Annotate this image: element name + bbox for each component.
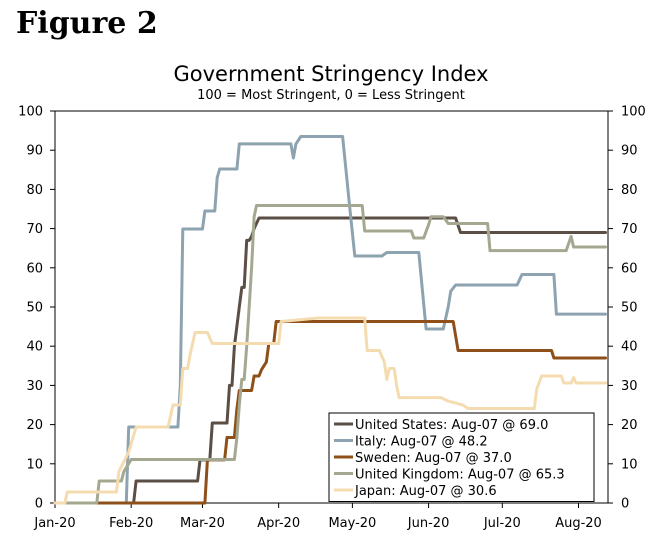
y-tick-label-left: 10 <box>26 457 43 472</box>
x-tick-label: Jun-20 <box>407 516 450 531</box>
legend-box <box>328 412 595 502</box>
y-tick-label-right: 100 <box>621 105 646 120</box>
x-tick-label: Feb-20 <box>109 516 153 531</box>
y-tick-label-right: 80 <box>621 183 638 198</box>
y-tick-label-left: 0 <box>35 497 43 512</box>
series-line-japan <box>53 316 607 505</box>
figure-label: Figure 2 <box>16 6 158 41</box>
series-line-italy <box>53 135 607 505</box>
y-tick-label-right: 20 <box>621 418 638 433</box>
chart-title: Government Stringency Index <box>174 62 489 86</box>
y-axis-left: 0 10 20 30 40 50 60 70 80 90 100 <box>18 105 55 512</box>
legend-entry-label: Italy: Aug-07 @ 48.2 <box>355 435 488 450</box>
y-tick-label-left: 60 <box>26 261 43 276</box>
y-axis-right: 0 10 20 30 40 50 60 70 80 90 100 <box>608 105 646 512</box>
y-tick-label-left: 80 <box>26 183 43 198</box>
y-tick-label-right: 40 <box>621 340 638 355</box>
y-tick-label-left: 70 <box>26 222 43 237</box>
legend-entry-label: United States: Aug-07 @ 69.0 <box>355 418 548 433</box>
legend: United States: Aug-07 @ 69.0 Italy: Aug-0… <box>328 412 595 502</box>
y-tick-label-right: 0 <box>621 497 629 512</box>
y-tick-label-left: 30 <box>26 379 43 394</box>
x-tick-label: Jul-20 <box>483 516 521 531</box>
x-tick-label: Jan-20 <box>33 516 75 531</box>
chart-subtitle: 100 = Most Stringent, 0 = Less Stringent <box>197 88 465 103</box>
legend-entry-label: United Kingdom: Aug-07 @ 65.3 <box>355 468 565 483</box>
y-tick-label-left: 90 <box>26 144 43 159</box>
y-tick-label-right: 50 <box>621 301 638 316</box>
y-tick-label-left: 100 <box>18 105 43 120</box>
legend-entry-label: Japan: Aug-07 @ 30.6 <box>354 484 497 499</box>
x-axis: Jan-20 Feb-20 Mar-20 Apr-20 May-20 Jun-20 Jul-… <box>33 503 602 531</box>
y-tick-label-right: 30 <box>621 379 638 394</box>
series-line-sweden <box>53 320 607 505</box>
x-tick-label: Apr-20 <box>257 516 300 531</box>
legend-entry-label: Sweden: Aug-07 @ 37.0 <box>355 451 512 466</box>
y-tick-label-right: 60 <box>621 261 638 276</box>
y-tick-label-left: 20 <box>26 418 43 433</box>
series-line-united-states <box>53 216 607 505</box>
y-tick-label-right: 90 <box>621 144 638 159</box>
y-tick-label-left: 50 <box>26 301 43 316</box>
series-line-united-kingdom <box>53 204 607 505</box>
x-tick-label: Aug-20 <box>555 516 602 531</box>
y-tick-label-left: 40 <box>26 340 43 355</box>
y-tick-label-right: 10 <box>621 457 638 472</box>
y-tick-label-right: 70 <box>621 222 638 237</box>
series-lines <box>53 135 607 505</box>
x-tick-label: May-20 <box>328 516 376 531</box>
x-tick-label: Mar-20 <box>180 516 225 531</box>
